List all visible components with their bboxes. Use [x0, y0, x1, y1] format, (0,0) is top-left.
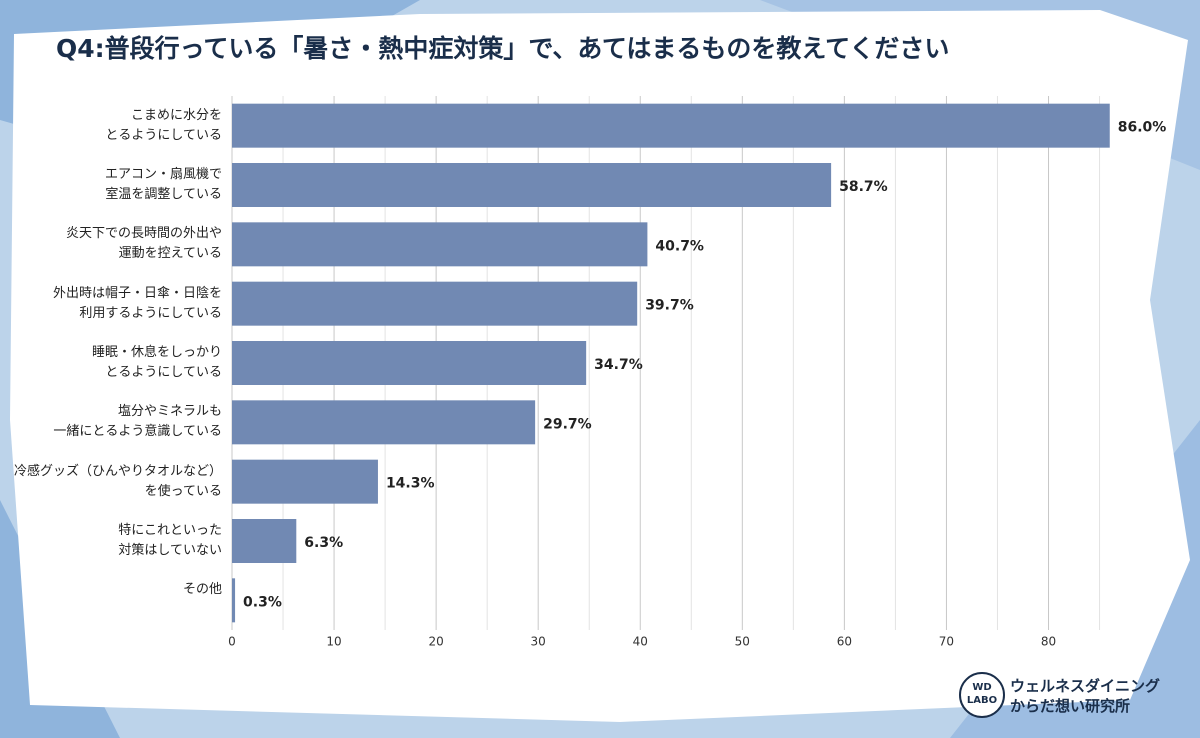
- x-tick-label: 40: [633, 635, 648, 649]
- value-label: 0.3%: [243, 594, 282, 610]
- bar: [232, 163, 832, 207]
- bar: [232, 578, 236, 623]
- logo-name: ウェルネスダイニング からだ想い研究所: [1010, 677, 1161, 715]
- x-tick-label: 10: [326, 635, 341, 649]
- bar: [232, 341, 587, 385]
- category-label: 冷感グッズ（ひんやりタオルなど） を使っている: [13, 463, 222, 499]
- x-tick-label: 50: [735, 635, 750, 649]
- logo-mark: WD LABO: [966, 682, 998, 706]
- category-label: 炎天下での長時間の外出や 運動を控えている: [65, 226, 222, 262]
- bar: [232, 222, 648, 267]
- value-label: 86.0%: [1118, 120, 1167, 136]
- x-tick-label: 0: [228, 635, 236, 649]
- value-label: 6.3%: [304, 535, 343, 551]
- bar: [232, 103, 1110, 148]
- x-tick-label: 60: [837, 635, 852, 649]
- category-label: こまめに水分を とるようにしている: [105, 107, 222, 143]
- x-tick-label: 20: [428, 635, 443, 649]
- chart-title: Q4:普段行っている「暑さ・熱中症対策」で、あてはまるものを教えてください: [56, 34, 949, 63]
- bar: [232, 519, 297, 563]
- bar: [232, 459, 378, 504]
- x-tick-label: 70: [939, 635, 954, 649]
- category-label: その他: [182, 582, 222, 598]
- value-label: 34.7%: [594, 357, 643, 373]
- category-label: 外出時は帽子・日傘・日陰を 利用するようにしている: [52, 285, 222, 321]
- category-label: 睡眠・休息をしっかり とるようにしている: [91, 345, 222, 380]
- x-tick-label: 80: [1041, 635, 1056, 649]
- category-label: 塩分やミネラルも 一緒にとるよう意識している: [53, 404, 222, 440]
- value-label: 29.7%: [543, 416, 592, 432]
- logo-circle: [959, 672, 1005, 718]
- bar: [232, 400, 536, 445]
- value-label: 58.7%: [839, 179, 888, 195]
- value-label: 40.7%: [655, 238, 704, 254]
- x-tick-label: 30: [531, 635, 546, 649]
- bar: [232, 281, 638, 326]
- category-label: エアコン・扇風機で 室温を調整している: [104, 167, 222, 202]
- category-label: 特にこれといった 対策はしていない: [118, 523, 222, 558]
- value-label: 14.3%: [386, 476, 435, 492]
- value-label: 39.7%: [645, 298, 694, 314]
